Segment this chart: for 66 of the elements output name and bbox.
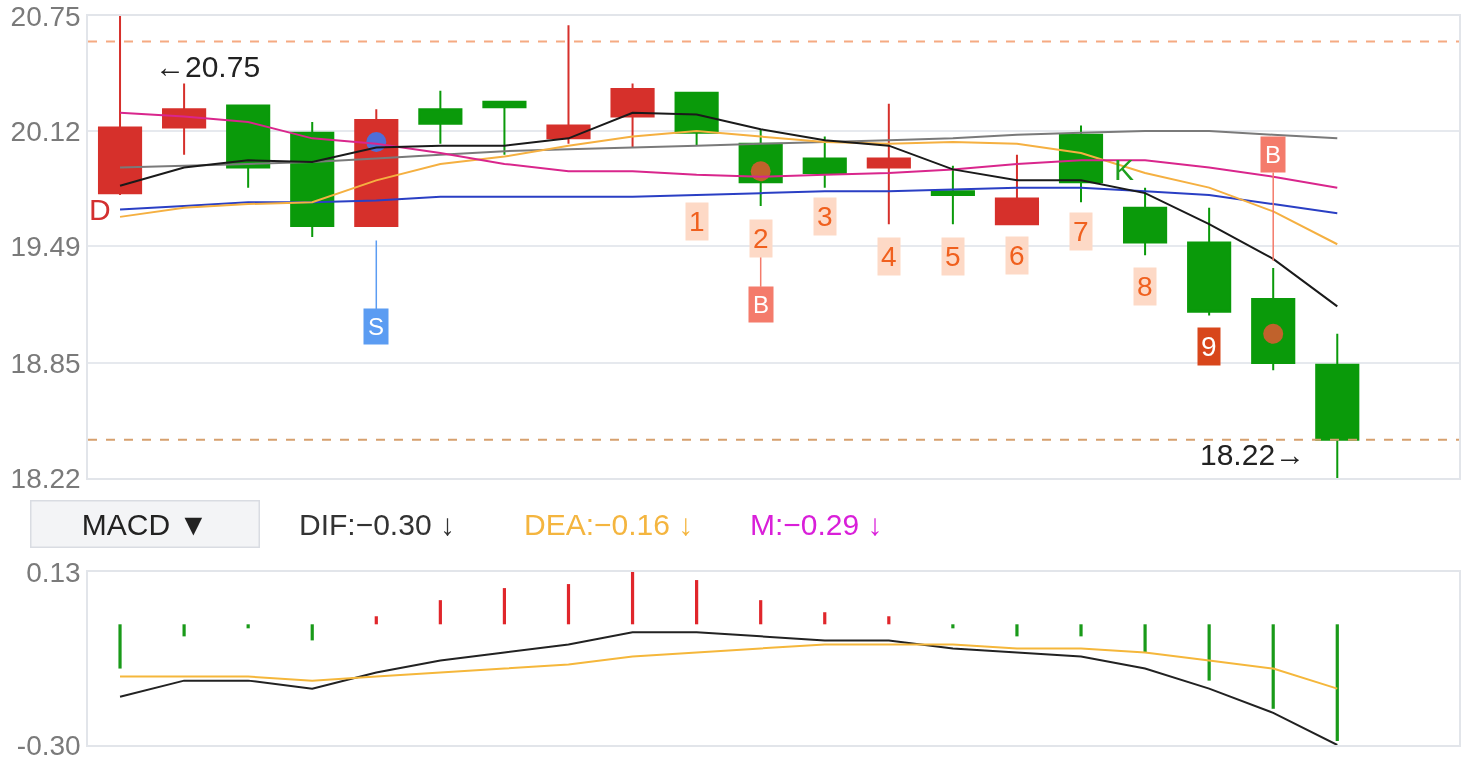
candlestick: [97, 16, 143, 196]
line-series: [119, 130, 1339, 246]
text: DIF:−0.30 ↓: [299, 508, 455, 541]
candlestick: [418, 89, 463, 145]
candlestick: [610, 82, 655, 149]
bar: [759, 600, 763, 625]
annotation: 4: [881, 241, 897, 272]
candlestick: [482, 100, 527, 156]
text: DEA:−0.16 ↓: [524, 508, 694, 541]
line-series: [119, 643, 1339, 690]
annotation: 18.22→: [1200, 438, 1306, 471]
candlestick: [1187, 206, 1232, 317]
annotation: ←20.75: [155, 50, 261, 83]
annotation: B: [1265, 141, 1282, 168]
y-tick-label: 0.13: [26, 556, 81, 588]
annotation: 5: [945, 241, 961, 272]
candlestick: [226, 104, 271, 189]
bar: [887, 616, 891, 625]
line-series: [119, 631, 1339, 745]
candlestick: [1123, 186, 1168, 257]
candlestick: [802, 135, 847, 189]
bar: [695, 580, 699, 625]
annotation: S: [368, 313, 385, 340]
annotation: 3: [817, 201, 833, 232]
bar: [182, 624, 186, 637]
point: [1263, 323, 1284, 344]
annotation: D: [89, 193, 111, 226]
bar: [1271, 624, 1275, 709]
candlestick: [1315, 332, 1360, 478]
bar: [1079, 624, 1083, 637]
annotation: 6: [1009, 240, 1025, 271]
candlestick: [866, 102, 911, 226]
y-tick-label: 18.22: [10, 462, 81, 494]
bar: [310, 624, 314, 641]
bar: [1335, 624, 1339, 741]
bar: [374, 616, 378, 625]
annotation: B: [753, 291, 770, 318]
candlestick: [994, 153, 1040, 226]
y-tick-label: 20.75: [10, 0, 81, 32]
bar: [1207, 624, 1211, 681]
bar: [118, 624, 122, 669]
annotation: 7: [1073, 216, 1089, 247]
y-tick-label: -0.30: [16, 729, 81, 761]
bar: [566, 584, 571, 625]
bar: [1015, 624, 1019, 637]
candlestick: [162, 82, 207, 156]
bar: [246, 624, 250, 629]
annotation: 2: [753, 223, 769, 254]
line-series: [119, 111, 1339, 189]
y-tick-label: 20.12: [10, 115, 81, 147]
bar: [502, 588, 507, 625]
annotation: 9: [1201, 331, 1217, 362]
bar: [951, 624, 955, 629]
bar: [1143, 624, 1147, 653]
bar: [630, 572, 635, 625]
text: M:−0.29 ↓: [750, 508, 883, 541]
candlestick: [546, 24, 591, 145]
candlestick: [290, 120, 335, 238]
y-tick-label: 19.49: [10, 230, 81, 262]
bar: [438, 600, 442, 625]
bar: [823, 612, 827, 625]
annotation: 8: [1137, 271, 1153, 302]
annotation: 1: [689, 206, 705, 237]
y-tick-label: 18.85: [10, 347, 81, 379]
chart-title: MACD ▼: [81, 507, 209, 541]
candlestick: [930, 164, 975, 226]
